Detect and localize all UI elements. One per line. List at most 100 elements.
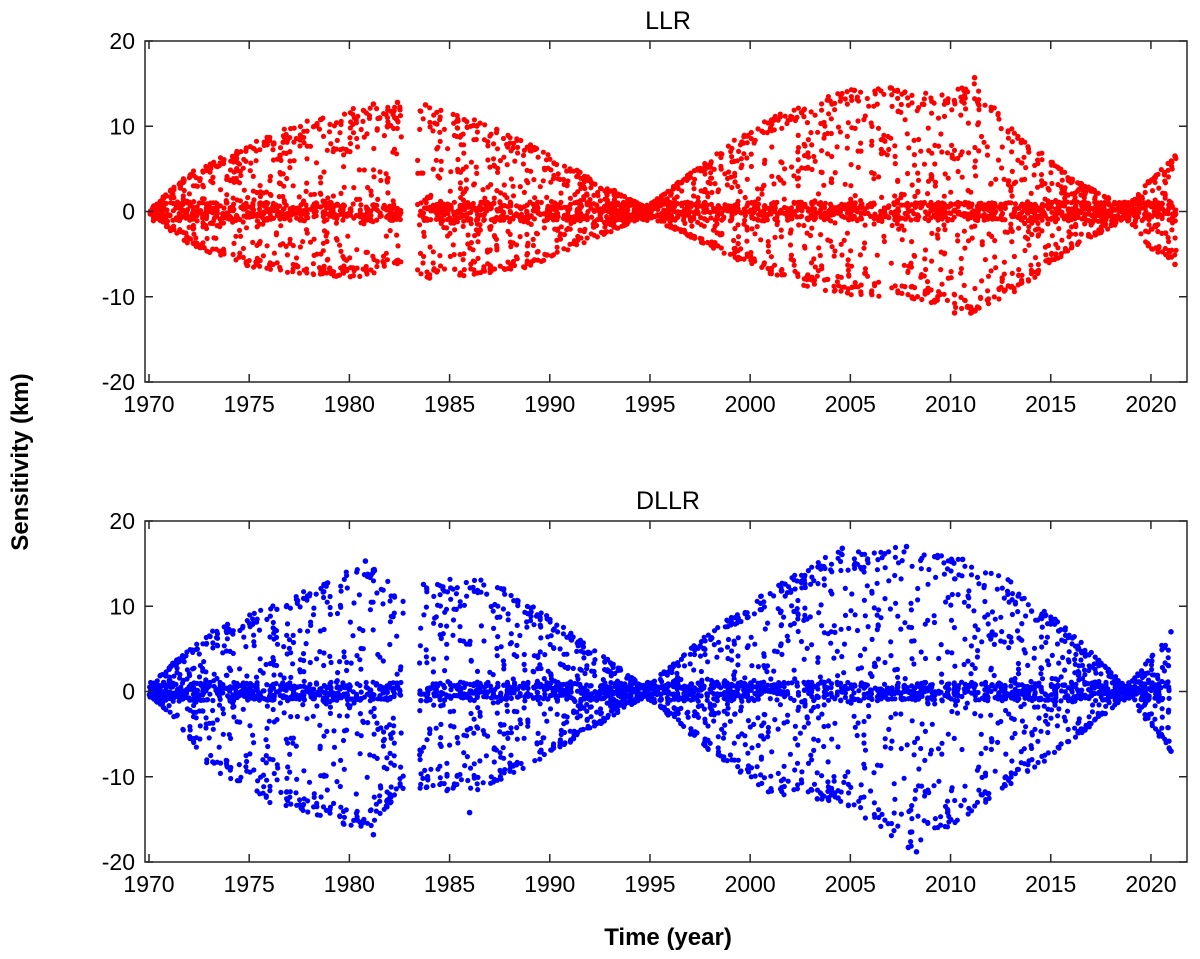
llr-data-point: [754, 186, 761, 192]
llr-data-point: [761, 211, 767, 217]
llr-data-point: [164, 223, 170, 229]
llr-data-point: [295, 205, 301, 211]
llr-data-point: [738, 156, 745, 162]
dllr-data-point: [978, 751, 984, 757]
llr-data-point: [999, 165, 1005, 171]
llr-data-point: [338, 190, 344, 196]
llr-data-point: [277, 145, 284, 151]
llr-data-point: [383, 233, 389, 239]
llr-data-point: [231, 169, 237, 175]
llr-data-point: [902, 117, 908, 123]
llr-data-point: [548, 198, 555, 205]
llr-data-point: [474, 221, 480, 227]
llr-data-point: [430, 202, 436, 208]
llr-data-point: [226, 214, 232, 220]
llr-data-point: [310, 261, 316, 267]
llr-data-point: [540, 178, 546, 184]
llr-data-point: [1025, 146, 1032, 152]
llr-data-point: [343, 146, 349, 153]
dllr-data-point: [1025, 662, 1031, 669]
llr-data-point: [381, 133, 387, 139]
llr-data-point: [204, 202, 210, 208]
llr-data-point: [604, 192, 610, 198]
llr-data-point: [821, 182, 827, 188]
llr-data-point: [844, 230, 851, 236]
llr-data-point: [1078, 183, 1084, 189]
llr-data-point: [778, 177, 784, 183]
llr-data-point: [958, 112, 964, 118]
llr-data-point: [577, 227, 583, 233]
llr-data-point: [972, 223, 978, 229]
llr-data-point: [475, 255, 481, 261]
llr-data-point: [1062, 245, 1068, 252]
llr-data-point: [839, 90, 845, 97]
llr-data-point: [321, 169, 327, 175]
llr-data-point: [475, 215, 481, 221]
llr-y-tick-label: 20: [109, 28, 135, 54]
llr-data-point: [585, 214, 591, 220]
llr-data-point: [481, 217, 487, 223]
llr-data-point: [231, 240, 237, 246]
llr-data-point: [510, 193, 517, 199]
dllr-data-point: [982, 598, 988, 605]
llr-data-point: [385, 190, 391, 196]
llr-data-point: [731, 246, 737, 252]
llr-data-point: [816, 245, 822, 251]
llr-data-point: [996, 296, 1002, 302]
llr-data-point: [415, 170, 421, 176]
llr-data-point: [515, 150, 521, 156]
llr-data-point: [474, 129, 480, 135]
llr-data-point: [1039, 217, 1045, 223]
llr-data-point: [1093, 204, 1099, 210]
llr-data-point: [735, 241, 741, 247]
llr-data-point: [1111, 201, 1118, 207]
llr-data-point: [248, 160, 254, 166]
llr-data-point: [795, 105, 802, 111]
llr-data-point: [715, 189, 721, 195]
llr-data-point: [916, 136, 922, 143]
llr-data-point: [895, 200, 901, 206]
llr-data-point: [394, 216, 400, 222]
llr-data-point: [871, 176, 877, 182]
llr-data-point: [922, 288, 929, 294]
llr-data-point: [488, 131, 494, 137]
llr-data-point: [548, 204, 554, 210]
llr-data-point: [181, 213, 187, 219]
llr-data-point: [417, 250, 424, 256]
llr-data-point: [1172, 261, 1178, 268]
llr-data-point: [698, 222, 704, 228]
dllr-data-point: [490, 672, 496, 678]
llr-data-point: [1049, 180, 1055, 187]
llr-data-point: [458, 214, 464, 220]
llr-data-point: [795, 145, 802, 151]
llr-data-point: [876, 174, 882, 180]
llr-data-point: [431, 112, 437, 118]
llr-data-point: [889, 222, 895, 229]
llr-data-point: [948, 201, 954, 207]
llr-data-point: [841, 237, 847, 243]
llr-data-point: [1012, 201, 1019, 207]
llr-data-point: [1156, 185, 1162, 191]
llr-data-point: [1028, 190, 1034, 196]
llr-data-point: [465, 211, 471, 217]
llr-data-point: [915, 170, 921, 176]
llr-data-point: [290, 269, 296, 275]
dllr-data-point: [979, 639, 985, 645]
llr-data-point: [254, 255, 260, 261]
dllr-data-point: [240, 706, 246, 712]
dllr-data-point: [871, 770, 877, 776]
llr-data-point: [744, 133, 750, 139]
llr-data-point: [963, 86, 969, 92]
llr-data-point: [488, 268, 494, 274]
llr-data-point: [899, 223, 905, 229]
llr-data-point: [799, 165, 805, 171]
llr-data-point: [958, 255, 964, 262]
llr-data-point: [682, 200, 688, 206]
llr-data-point: [1053, 241, 1059, 247]
dllr-data-point: [357, 711, 363, 717]
llr-data-point: [904, 200, 911, 206]
llr-data-point: [602, 230, 608, 236]
llr-data-point: [470, 247, 476, 253]
llr-data-point: [198, 245, 204, 251]
